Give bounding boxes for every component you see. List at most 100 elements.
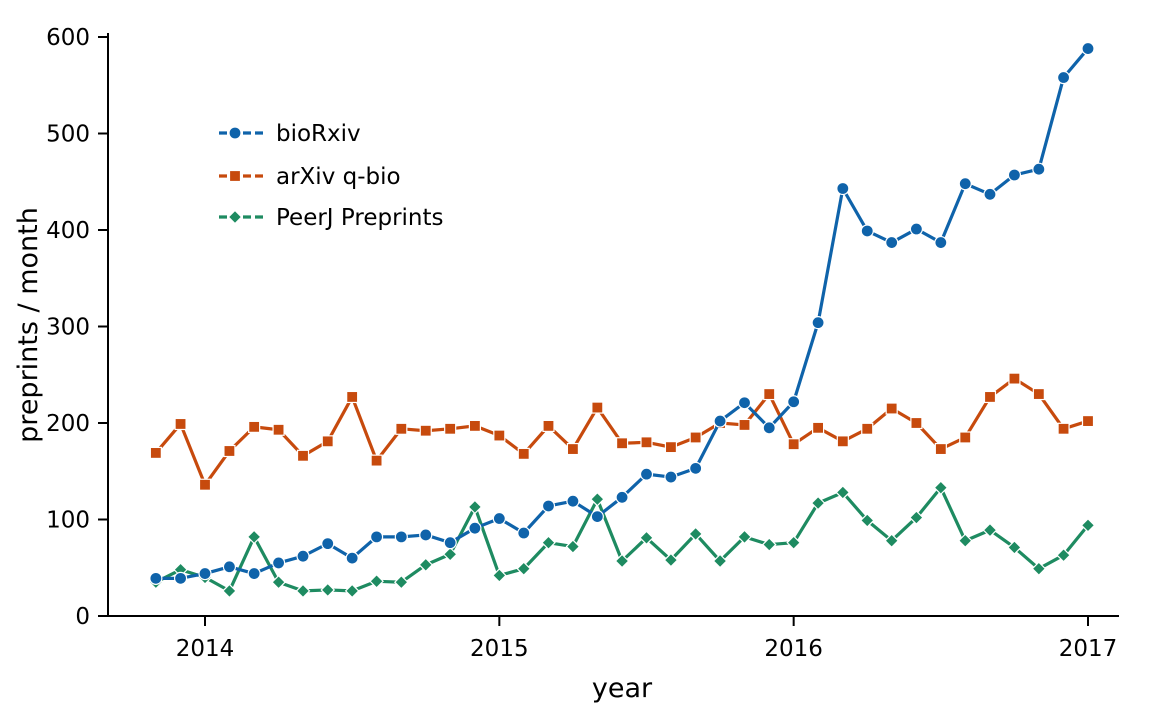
data-point-peerj-preprints [516,561,532,577]
data-point-biorxiv [541,499,556,513]
data-point-peerj-preprints [933,480,949,496]
data-point-peerj-preprints [957,533,973,549]
data-point-arxiv-q-bio [272,423,285,436]
legend-item-arxiv-q-bio: arXiv q-bio [219,164,401,190]
data-point-biorxiv [958,177,972,191]
data-point-biorxiv [590,510,604,524]
x-tick-label: 2015 [470,636,529,662]
data-point-biorxiv [492,511,506,526]
data-point-peerj-preprints [418,557,434,573]
data-point-arxiv-q-bio [1081,414,1095,428]
data-point-biorxiv [1081,41,1095,56]
data-point-peerj-preprints [246,529,262,545]
y-tick-label: 100 [46,508,90,534]
data-point-peerj-preprints [1031,561,1047,577]
series-peerj-preprints [148,480,1096,599]
data-point-peerj-preprints [393,574,409,590]
y-tick-label: 500 [46,122,90,148]
data-point-biorxiv [566,494,580,508]
data-point-arxiv-q-bio [468,419,482,432]
data-point-peerj-preprints [663,552,679,568]
data-point-biorxiv [443,536,457,550]
data-point-biorxiv [934,235,948,250]
data-point-biorxiv [271,556,286,570]
data-point-biorxiv [860,224,874,238]
data-point-arxiv-q-bio [983,390,997,404]
data-point-arxiv-q-bio [910,416,923,430]
series-arxiv-q-bio [149,372,1095,491]
data-point-biorxiv [1056,70,1071,85]
legend-swatch-marker [228,169,242,183]
data-point-biorxiv [198,566,212,581]
data-point-biorxiv [394,530,408,544]
data-point-peerj-preprints [614,553,630,569]
data-point-biorxiv [149,571,163,585]
data-point-arxiv-q-bio [370,454,383,467]
data-point-arxiv-q-bio [321,435,334,448]
data-point-biorxiv [615,490,629,504]
data-point-peerj-preprints [344,583,360,599]
data-point-arxiv-q-bio [836,435,849,448]
legend-item-biorxiv: bioRxiv [219,121,361,147]
data-point-biorxiv [517,526,531,540]
data-point-arxiv-q-bio [1032,387,1045,401]
data-point-arxiv-q-bio [689,431,702,444]
x-axis: 2014 2015 2016 2017 year [108,615,1119,704]
y-tick-group: 0 100 200 300 400 500 600 [46,25,108,630]
data-point-biorxiv [222,560,237,574]
legend-label: bioRxiv [276,121,361,147]
y-tick-label: 400 [46,218,90,244]
data-point-peerj-preprints [271,574,286,590]
data-point-peerj-preprints [810,495,826,511]
data-point-biorxiv [1032,162,1046,176]
data-point-peerj-preprints [786,535,802,551]
data-point-arxiv-q-bio [861,422,874,435]
data-point-arxiv-q-bio [198,478,212,491]
data-point-arxiv-q-bio [419,424,432,437]
legend: bioRxiv arXiv q-bio PeerJ Preprints [219,121,444,231]
data-point-arxiv-q-bio [149,446,162,460]
data-point-arxiv-q-bio [664,441,678,454]
data-point-arxiv-q-bio [296,449,310,462]
data-point-biorxiv [1007,168,1022,182]
data-point-arxiv-q-bio [566,442,580,456]
data-point-arxiv-q-bio [615,437,629,450]
data-point-biorxiv [983,187,997,201]
data-point-biorxiv [419,528,433,542]
data-point-arxiv-q-bio [885,402,898,415]
data-point-biorxiv [787,395,801,409]
y-axis-title: preprints / month [13,207,44,443]
data-point-arxiv-q-bio [1057,422,1070,435]
data-point-peerj-preprints [835,485,851,500]
data-point-biorxiv [762,421,776,435]
data-point-peerj-preprints [491,568,507,583]
y-axis: 0 100 200 300 400 500 600 preprints / month [13,25,109,630]
x-tick-label: 2017 [1059,636,1118,662]
y-tick-label: 600 [46,25,90,51]
data-point-arxiv-q-bio [248,420,261,433]
data-point-peerj-preprints [589,491,605,507]
legend-swatch-marker [228,126,242,140]
data-point-biorxiv [885,235,899,250]
data-point-biorxiv [468,521,482,535]
data-point-arxiv-q-bio [542,419,555,432]
data-point-biorxiv [369,530,384,544]
data-point-biorxiv [909,222,924,236]
data-point-biorxiv [664,470,678,484]
data-point-arxiv-q-bio [738,418,751,432]
data-point-peerj-preprints [639,530,654,546]
data-point-peerj-preprints [565,539,581,554]
legend-label: PeerJ Preprints [276,205,444,231]
data-point-peerj-preprints [712,553,728,569]
data-point-arxiv-q-bio [395,422,408,435]
data-point-peerj-preprints [222,583,237,599]
data-point-arxiv-q-bio [811,421,825,434]
data-point-biorxiv [345,551,359,565]
data-point-peerj-preprints [541,535,556,551]
y-tick-label: 0 [75,604,90,630]
data-point-biorxiv [713,414,727,428]
data-point-peerj-preprints [737,529,752,545]
data-point-biorxiv [247,566,261,581]
data-point-peerj-preprints [467,499,483,515]
data-point-arxiv-q-bio [493,429,506,442]
